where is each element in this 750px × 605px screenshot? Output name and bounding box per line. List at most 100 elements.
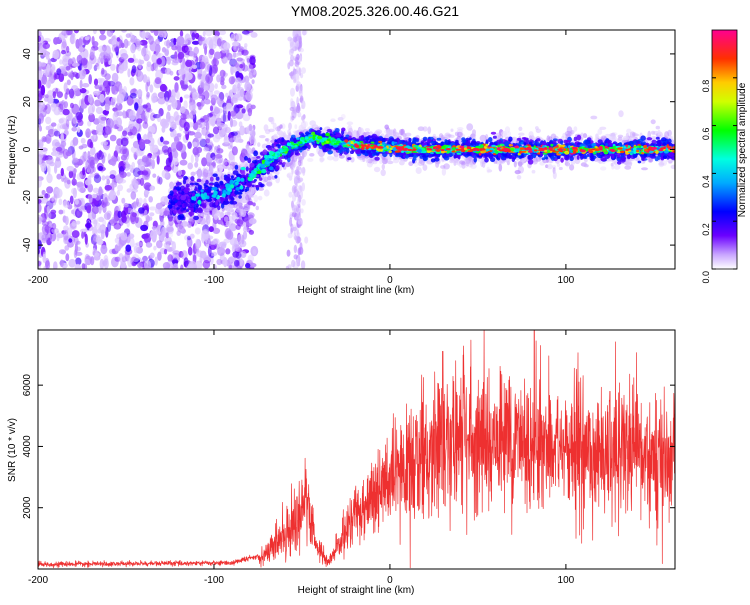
spectrogram-blob [248,70,254,79]
spectrogram-blob [165,244,170,250]
spectrogram-blob [85,128,91,139]
spectrogram-blob [45,260,51,269]
spectrogram-blob [456,127,464,131]
spectrogram-blob [54,142,61,147]
spectrogram-blob [302,166,306,176]
spectrogram-blob [45,80,52,89]
spectrogram-blob [148,196,153,203]
spectrogram-blob [62,58,68,66]
spectrogram-blob [229,153,235,165]
spectrogram-blob [135,242,144,247]
spectrogram-blob [381,163,385,170]
spectrogram-blob [228,76,236,85]
spectrogram-blob [98,114,106,125]
spectrogram-blob [114,237,121,244]
spectrogram-blob [38,150,44,160]
spectrogram-blob [158,108,164,117]
spectrogram-blob [337,117,344,121]
spectrogram-blob [240,251,247,258]
spectrogram-blob [290,87,295,97]
spectrogram-blob [227,145,234,150]
spectrogram-blob [51,222,57,230]
spectrogram-blob [279,124,283,129]
spectrogram-blob [293,244,298,254]
spectrogram-blob [260,183,264,188]
spectrogram-blob [227,167,231,171]
spectrogram-blob [171,60,179,66]
spectrogram-blob [139,139,146,150]
spectrogram-blob [163,248,168,255]
spectrogram-blob [393,132,400,136]
spectrogram-blob [297,247,302,256]
spectrogram-blob [247,254,254,263]
spectrogram-blob [133,258,140,264]
spectrogram-blob [72,116,78,124]
spectrogram-blob [55,37,62,43]
spectrogram-blob [135,89,143,96]
spectrogram-blob [252,202,256,207]
spectrogram-blob [211,116,216,127]
spectrogram-blob [236,57,243,62]
spectrogram-blob [172,129,177,137]
spectrogram-blob [59,259,64,268]
spectrogram-blob [201,126,208,136]
spectrogram-blob [393,158,400,164]
spectrogram-blob [209,43,217,49]
spectrogram-blob [180,113,187,121]
spectrogram-blob [86,220,90,231]
spectrogram-blob [151,159,156,170]
spectrogram-blob [564,130,572,137]
spectrogram-blob [174,51,178,61]
spectrogram-blob [68,170,73,179]
spectrogram-blob [230,131,238,136]
spectrogram-blob [174,82,179,93]
spectrogram-blob [156,113,162,123]
spectrogram-blob [97,165,104,171]
spectrogram-blob [61,50,66,55]
spectrogram-blob [265,138,269,142]
spectrogram-blob [194,131,202,139]
spectrogram-blob [70,102,74,109]
spectrogram-blob [77,119,84,127]
spectrogram-blob [233,259,240,267]
spectrogram-blob [40,162,47,172]
spectrogram-blob [185,72,193,81]
spectrogram-blob [120,154,127,161]
spectrogram-blob [45,50,50,60]
spectrogram-blob [123,86,127,94]
spectrogram-blob [244,43,248,48]
spectrogram-blob [119,171,127,178]
spectrogram-blob [229,137,235,143]
spectrogram-blob [192,147,199,156]
spectrogram-blob [38,30,42,37]
spectrogram-blob [210,94,218,101]
spectrogram-blob [232,51,237,59]
spectrogram-blob [137,174,142,179]
spectrogram-blob [186,235,192,241]
spectrogram-blob [149,252,155,259]
spectrogram-blob [108,248,117,255]
spectrogram-blob [167,254,174,263]
spectrogram-blob [174,136,180,145]
spectrogram-blob [239,257,243,267]
spectrogram-blob [144,44,148,49]
spectrogram-blob [80,57,88,66]
spectrogram-blob [250,104,256,110]
spectrogram-blob [517,161,523,167]
spectrogram-blob [161,230,166,239]
spectrogram-blob [422,164,428,171]
spectrogram-blob [223,42,231,50]
spectrogram-blob [298,67,302,76]
spectrogram-blob [127,57,135,63]
spectrogram-blob [100,229,105,240]
spectrogram-blob [111,72,119,83]
spectrogram-blob [99,30,106,35]
spectrogram-blob [157,97,166,105]
spectrogram-blob [212,126,220,135]
spectrogram-blob [65,151,72,157]
spectrogram-blob [75,220,81,225]
spectrogram-blob [309,120,317,127]
spectrogram-blob [145,102,152,113]
spectrogram-blob [245,194,250,201]
spectrogram-blob [241,30,250,35]
